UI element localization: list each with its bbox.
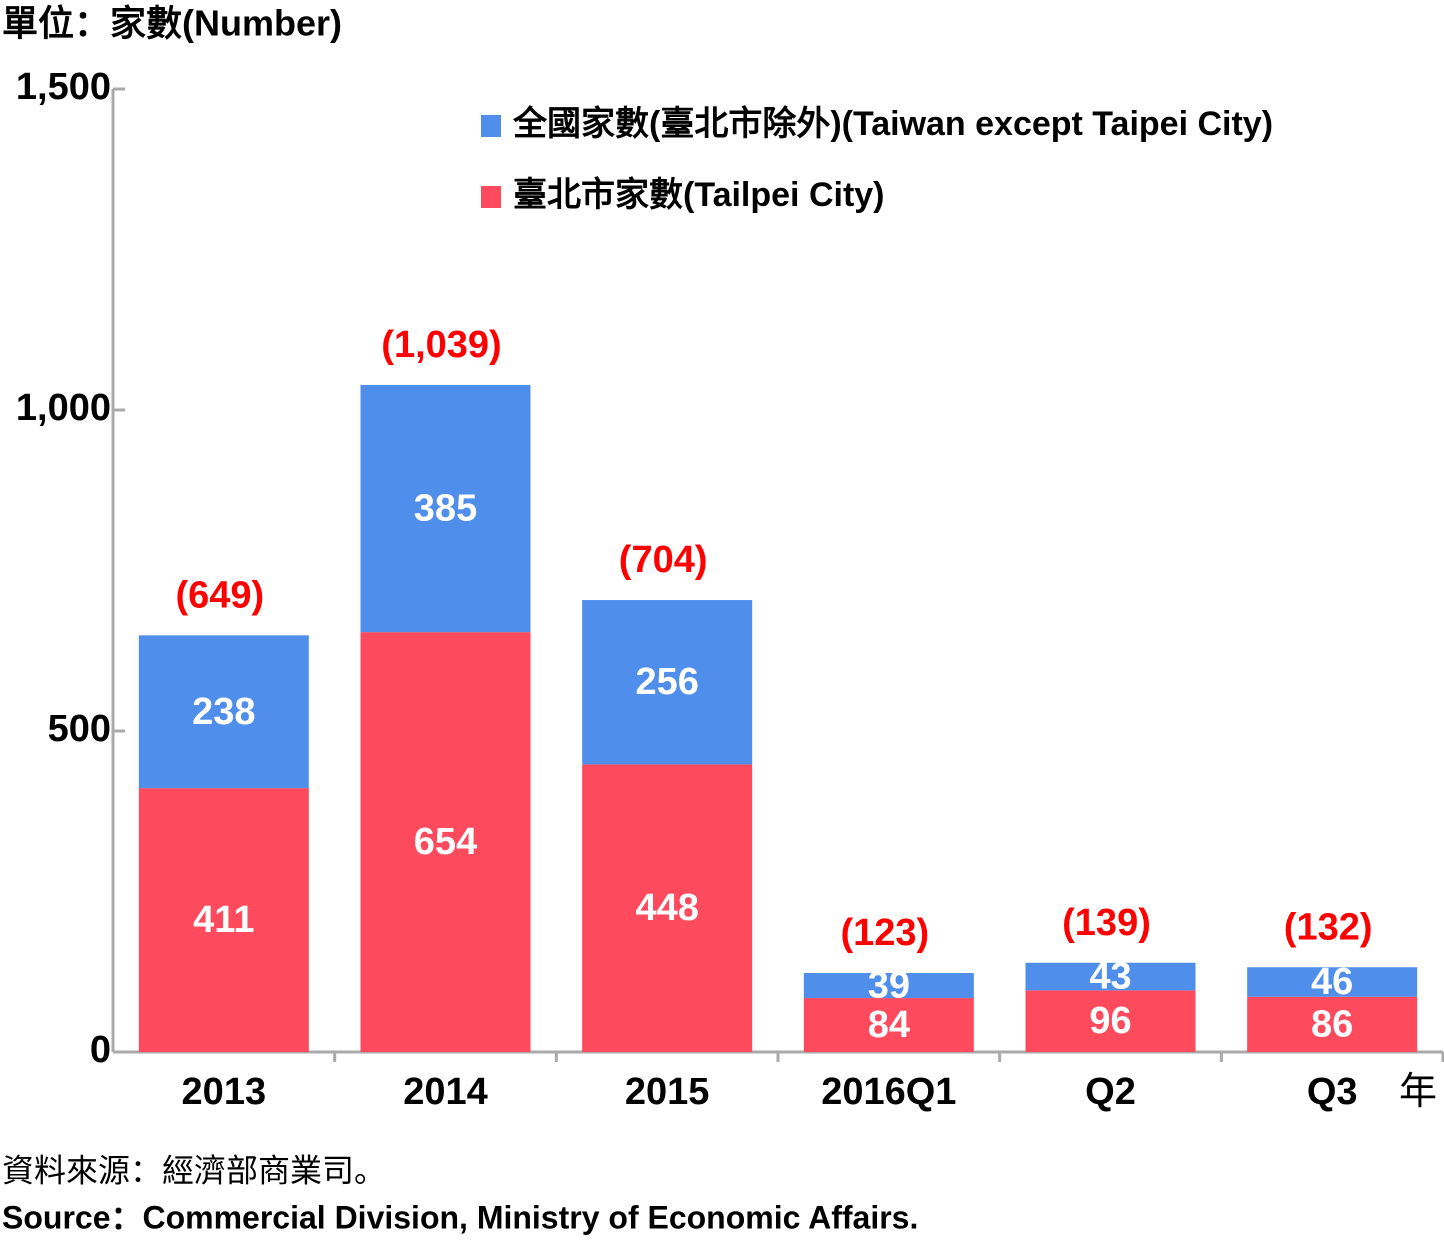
- bar-segment: [803, 998, 974, 1052]
- unit-label: 單位：家數(Number): [2, 3, 342, 44]
- value-label: 39: [868, 965, 910, 1007]
- value-label: 238: [192, 691, 255, 733]
- x-tick-label: 2015: [625, 1071, 710, 1113]
- x-unit-label: 年: [1399, 1071, 1437, 1113]
- bar-segment: [138, 635, 309, 789]
- bar-segment: [360, 632, 531, 1052]
- value-label: 43: [1089, 956, 1131, 998]
- source-en: Source：Commercial Division, Ministry of …: [2, 1199, 918, 1235]
- y-tick-label: 1,500: [16, 66, 111, 108]
- bar-segment: [803, 973, 974, 999]
- value-label: 385: [414, 488, 477, 530]
- value-label: 96: [1089, 1000, 1131, 1042]
- legend-swatch: [481, 186, 501, 208]
- value-label: 46: [1311, 961, 1353, 1003]
- y-tick-label: 1,000: [16, 387, 111, 429]
- total-label: (132): [1284, 906, 1373, 948]
- value-label: 84: [868, 1004, 910, 1046]
- value-label: 86: [1311, 1003, 1353, 1045]
- bar-segment: [582, 764, 753, 1052]
- legend-label: 臺北市家數(Tailpei City): [513, 175, 885, 214]
- bar-segment: [360, 384, 531, 633]
- x-tick-label: Q3: [1307, 1071, 1358, 1113]
- bar-segment: [582, 600, 753, 765]
- value-label: 448: [635, 887, 698, 929]
- x-tick-label: 2016Q1: [821, 1071, 956, 1113]
- y-tick-label: 0: [90, 1029, 111, 1071]
- y-tick-label: 500: [48, 708, 111, 750]
- value-label: 256: [635, 661, 698, 703]
- bar-segment: [1247, 996, 1418, 1052]
- bar-segment: [138, 788, 309, 1052]
- legend-label: 全國家數(臺北市除外)(Taiwan except Taipei City): [512, 104, 1273, 143]
- total-label: (649): [175, 574, 264, 616]
- source-zh: 資料來源：經濟部商業司。: [2, 1152, 386, 1188]
- total-label: (123): [840, 912, 929, 954]
- x-tick-label: 2014: [403, 1071, 488, 1113]
- total-label: (1,039): [381, 324, 501, 366]
- x-tick-label: Q2: [1085, 1071, 1136, 1113]
- legend-swatch: [481, 115, 501, 137]
- total-label: (139): [1062, 902, 1151, 944]
- bar-segment: [1247, 967, 1418, 997]
- total-label: (704): [619, 539, 708, 581]
- x-tick-label: 2013: [182, 1071, 267, 1113]
- bar-segment: [1025, 962, 1196, 991]
- value-label: 411: [193, 899, 254, 941]
- bar-segment: [1025, 990, 1196, 1052]
- value-label: 654: [414, 821, 477, 863]
